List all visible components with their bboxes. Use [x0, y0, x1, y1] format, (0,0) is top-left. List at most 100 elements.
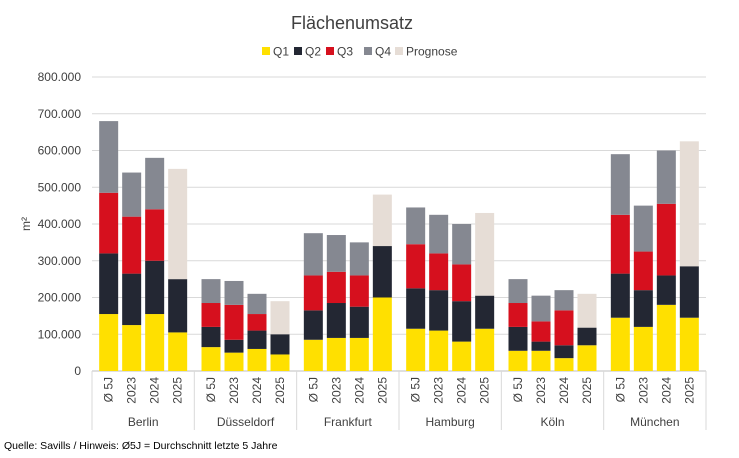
legend-label-q1: Q1: [273, 45, 289, 59]
y-axis-ticks: 0 100.000 200.000 300.000 400.000 500.000 600.…: [38, 70, 82, 378]
bar-segment-q1: [201, 347, 221, 371]
legend-swatch-prognose: [395, 47, 403, 55]
bar-segment-q1: [656, 304, 676, 371]
category-label: 2023: [125, 377, 139, 404]
bar-segment-q3: [656, 203, 676, 276]
bar-segment-q3: [429, 253, 449, 291]
bar-segment-q2: [247, 330, 267, 349]
bar-segment-q4: [201, 279, 221, 304]
category-label: 2023: [636, 377, 650, 404]
category-label: 2024: [455, 377, 469, 404]
bar-segment-q2: [372, 246, 392, 298]
city-label: Frankfurt: [324, 415, 373, 429]
bar-segment-q3: [349, 275, 369, 307]
category-label: 2023: [432, 377, 446, 404]
y-tick-label: 600.000: [38, 144, 82, 158]
bar-segment-q3: [326, 271, 346, 304]
legend-label-q3: Q3: [337, 45, 353, 59]
category-label: Ø 5J: [204, 377, 218, 402]
bar-segment-prognose: [679, 141, 699, 267]
bar-segment-q4: [656, 150, 676, 204]
bar-segment-q4: [508, 279, 528, 304]
bar-segment-q2: [99, 253, 119, 315]
category-label: Ø 5J: [409, 377, 423, 402]
bar-segment-q2: [201, 326, 221, 348]
bar-segment-q4: [99, 121, 119, 193]
bar-segment-q4: [349, 242, 369, 276]
bar-segment-prognose: [270, 301, 290, 335]
bar-segment-q4: [247, 293, 267, 315]
city-label: Berlin: [128, 415, 159, 429]
bar-segment-q2: [224, 339, 244, 353]
bar-segment-q1: [247, 348, 267, 371]
bar-segment-q1: [349, 337, 369, 371]
city-label: Düsseldorf: [217, 415, 275, 429]
city-label: Köln: [540, 415, 564, 429]
legend-swatch-q2: [294, 47, 302, 55]
bar-segment-q4: [452, 224, 472, 265]
category-label: 2024: [659, 377, 673, 404]
legend: Q1 Q2 Q3 Q4 Prognose: [262, 45, 458, 59]
category-label: 2025: [478, 377, 492, 404]
bar-segment-q2: [303, 310, 323, 340]
bar-segment-q1: [372, 297, 392, 371]
bar-segment-prognose: [168, 168, 188, 280]
bar-segment-q3: [99, 192, 119, 254]
bars: [99, 121, 699, 371]
source-note: Quelle: Savills / Hinweis: Ø5J = Durchsc…: [4, 440, 278, 452]
bar-segment-q1: [633, 326, 653, 371]
bar-segment-q3: [508, 303, 528, 327]
bar-segment-q3: [145, 209, 165, 261]
bar-segment-q3: [224, 304, 244, 340]
category-label: 2024: [557, 377, 571, 404]
bar-segment-q2: [554, 345, 574, 359]
bar-segment-q2: [326, 303, 346, 338]
legend-swatch-q3: [326, 47, 334, 55]
bar-segment-q1: [531, 350, 551, 371]
category-label: 2024: [250, 377, 264, 404]
bar-segment-q1: [326, 337, 346, 371]
bar-segment-q3: [247, 314, 267, 331]
category-label: Ø 5J: [306, 377, 320, 402]
y-tick-label: 500.000: [38, 180, 82, 194]
bar-segment-prognose: [475, 212, 495, 296]
bar-segment-q1: [122, 325, 142, 371]
category-label: 2025: [682, 377, 696, 404]
legend-label-q4: Q4: [375, 45, 391, 59]
bar-segment-q3: [201, 303, 221, 327]
bar-segment-q2: [349, 306, 369, 338]
category-label: 2023: [329, 377, 343, 404]
bar-segment-q1: [577, 345, 597, 371]
bar-segment-q3: [610, 214, 630, 274]
legend-label-q2: Q2: [305, 45, 321, 59]
category-label: Ø 5J: [613, 377, 627, 402]
legend-label-prognose: Prognose: [406, 45, 458, 59]
bar-segment-q1: [224, 352, 244, 371]
bar-segment-q4: [610, 154, 630, 215]
bar-segment-q1: [303, 339, 323, 371]
bar-segment-q1: [554, 358, 574, 371]
bar-segment-q4: [531, 295, 551, 322]
bar-segment-q1: [168, 332, 188, 371]
category-label: 2023: [534, 377, 548, 404]
y-tick-label: 400.000: [38, 217, 82, 231]
bar-segment-q4: [326, 235, 346, 272]
gridlines: [92, 76, 706, 372]
bar-segment-q2: [577, 327, 597, 346]
bar-segment-q1: [679, 317, 699, 371]
y-tick-label: 200.000: [38, 291, 82, 305]
bar-segment-q4: [406, 207, 426, 245]
bar-segment-q4: [122, 172, 142, 217]
bar-segment-q2: [633, 290, 653, 327]
bar-segment-q2: [168, 279, 188, 333]
category-label: 2023: [227, 377, 241, 404]
bar-segment-q4: [554, 290, 574, 311]
bar-segment-q3: [122, 216, 142, 274]
bar-segment-q1: [452, 341, 472, 371]
bar-segment-q1: [99, 314, 119, 371]
y-tick-label: 300.000: [38, 254, 82, 268]
bar-segment-q2: [656, 275, 676, 305]
bar-segment-q1: [610, 317, 630, 371]
y-tick-label: 100.000: [38, 327, 82, 341]
category-label: Ø 5J: [511, 377, 525, 402]
